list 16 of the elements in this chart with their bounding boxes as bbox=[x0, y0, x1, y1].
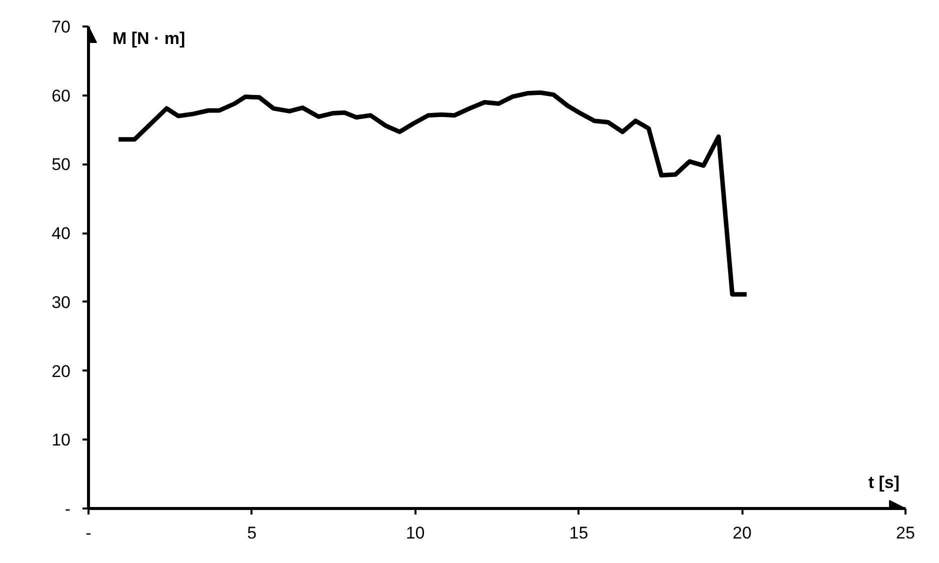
y-axis-title: M [N · m] bbox=[112, 29, 186, 48]
y-tick-label: 30 bbox=[52, 292, 71, 312]
y-tick-label: 60 bbox=[52, 86, 71, 106]
x-tick-label: 25 bbox=[896, 524, 915, 542]
x-tick-label: 10 bbox=[406, 524, 425, 542]
x-tick-label: 20 bbox=[732, 524, 752, 542]
x-tick-label: 15 bbox=[569, 524, 588, 542]
y-tick-label: 20 bbox=[52, 362, 71, 381]
y-tick-label: 40 bbox=[52, 224, 71, 244]
y-tick-label: - bbox=[64, 500, 71, 518]
x-axis-title: t [s] bbox=[868, 473, 900, 492]
y-tick-label: 50 bbox=[52, 155, 71, 174]
x-tick-label: 5 bbox=[247, 524, 257, 542]
y-tick-label: 70 bbox=[52, 18, 71, 36]
y-tick-label: 10 bbox=[52, 430, 71, 450]
x-tick-label: - bbox=[86, 524, 92, 542]
